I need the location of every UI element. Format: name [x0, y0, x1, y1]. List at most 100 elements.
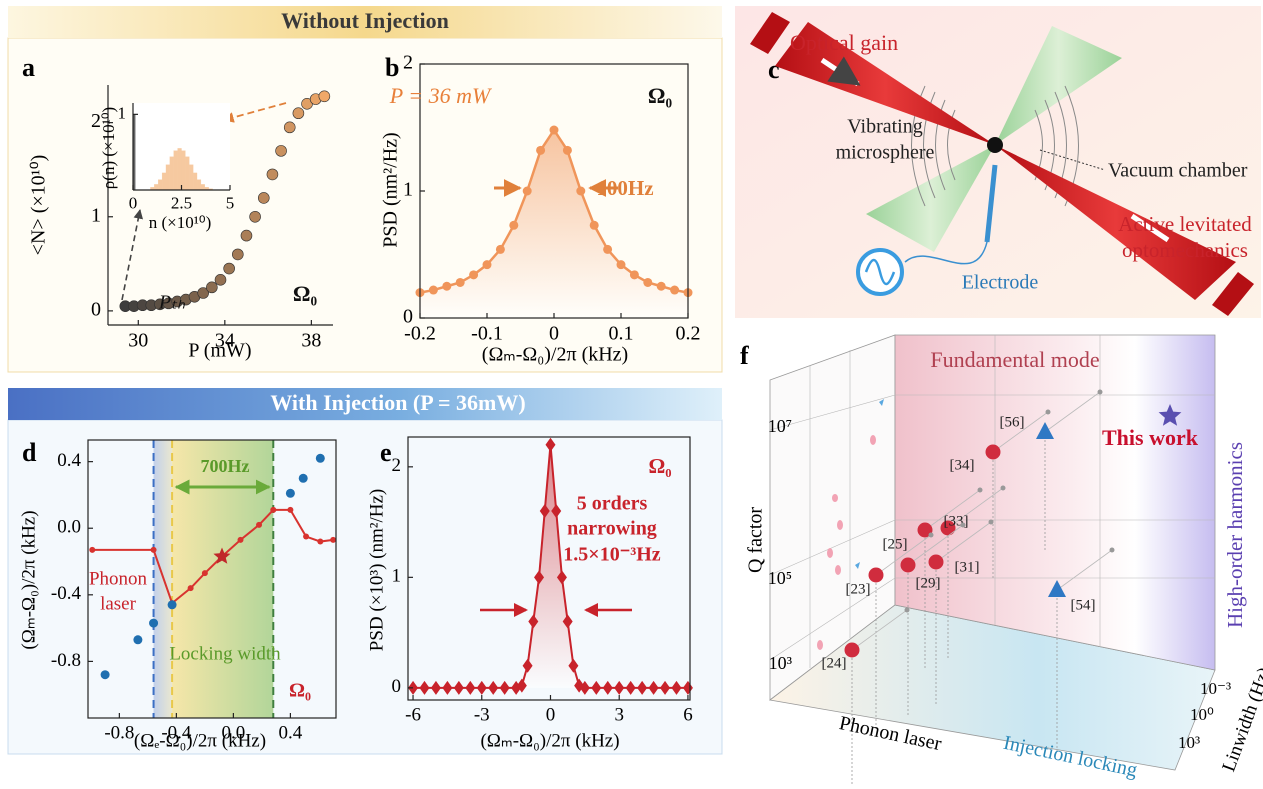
histogram-bar — [201, 184, 205, 190]
point — [469, 270, 478, 279]
point — [224, 263, 235, 274]
point-label: [54] — [1071, 597, 1096, 613]
point — [256, 522, 262, 528]
panel-label: b — [385, 53, 399, 82]
x-axis-label: (Ωₑ-Ω₀)/2π (kHz) — [134, 730, 266, 751]
point — [643, 278, 652, 287]
label: microsphere — [836, 142, 935, 164]
annotation: P = 36 mW — [389, 83, 492, 108]
point — [330, 537, 336, 543]
point — [232, 249, 243, 260]
tick-label: 10⁷ — [768, 416, 792, 436]
y-tick-label: -0.4 — [51, 583, 82, 604]
histogram-bar — [158, 180, 162, 190]
x-tick-label: 5 — [226, 193, 235, 212]
point — [590, 221, 599, 230]
annotation: Ω₀ — [293, 281, 318, 306]
panel-label: d — [22, 438, 37, 467]
annotation: Ω₀ — [289, 680, 311, 702]
x-tick-label: -3 — [474, 705, 490, 726]
projection-dot — [1046, 410, 1051, 415]
point — [202, 570, 208, 576]
annotation: Locking width — [169, 643, 281, 664]
point — [657, 282, 666, 291]
panel-label: c — [768, 55, 780, 84]
point — [149, 619, 158, 628]
point — [483, 260, 492, 269]
projection-dot — [989, 520, 994, 525]
microsphere — [987, 137, 1003, 153]
projection-dot — [929, 533, 934, 538]
projection-dot — [905, 608, 910, 613]
region-label: Fundamental mode — [930, 347, 1099, 372]
x-tick-label: 6 — [683, 705, 693, 726]
region-band — [172, 440, 273, 718]
point — [523, 187, 532, 196]
x-tick-label: -0.1 — [471, 323, 503, 345]
point-label: [33] — [944, 513, 969, 529]
point — [536, 146, 545, 155]
point — [550, 126, 559, 135]
point — [316, 454, 325, 463]
projection-dot — [1001, 486, 1006, 491]
label: Active levitated — [1118, 212, 1252, 236]
x-tick-label: -0.8 — [104, 723, 134, 744]
y-axis-label: <N> (×10¹⁰) — [28, 155, 50, 256]
annotation: Ω₀ — [648, 454, 671, 478]
x-axis-label: n (×10¹⁰) — [149, 213, 212, 232]
y-tick-label: -0.8 — [51, 650, 81, 671]
panel-label: e — [380, 438, 392, 467]
y-axis-label: (Ωₘ-Ω₀)/2π (kHz) — [18, 510, 39, 649]
point — [133, 635, 142, 644]
label: optomechanics — [1122, 238, 1248, 262]
annotation: 100Hz — [596, 176, 653, 200]
histogram-bar — [182, 151, 186, 190]
point — [986, 445, 1001, 460]
histogram-bar — [185, 157, 189, 190]
point — [869, 568, 884, 583]
x-tick-label: 38 — [301, 330, 321, 352]
projection-dot — [1110, 548, 1115, 553]
histogram-bar — [174, 151, 178, 190]
y-tick-label: 1 — [403, 179, 413, 201]
point — [299, 474, 308, 483]
histogram-bar — [170, 157, 174, 190]
point — [509, 221, 518, 230]
y-tick-label: 1 — [91, 204, 101, 226]
x-tick-label: -6 — [405, 705, 421, 726]
point — [456, 278, 465, 287]
x-tick-label: 0 — [549, 323, 559, 345]
annotation: Pₜₕ — [158, 292, 186, 314]
panel-f: f [56][34][33][25][31][29][23][54][24] F… — [740, 335, 1263, 784]
point — [319, 91, 330, 102]
y-tick-label: 0.0 — [57, 517, 81, 538]
point — [317, 539, 323, 545]
point-label: [34] — [950, 457, 975, 473]
x-tick-label: 0.2 — [676, 323, 701, 345]
figure: Without Injection With Injection (P = 36… — [0, 0, 1263, 784]
histogram-bar — [189, 165, 193, 190]
point — [89, 547, 95, 553]
point — [303, 534, 309, 540]
point — [188, 585, 194, 591]
tick-label: 10⁰ — [1190, 705, 1214, 724]
y-tick-label: 0 — [91, 298, 101, 320]
tick-label: 10³ — [769, 653, 793, 673]
y-axis-label: PSD (nm²/Hz) — [380, 132, 402, 247]
point — [258, 192, 269, 203]
point — [929, 555, 944, 570]
axis-label: Q factor — [745, 507, 767, 573]
annotation: 700Hz — [201, 456, 250, 476]
histogram-bar — [193, 173, 197, 190]
point-label: [23] — [846, 581, 871, 597]
x-tick-label: 0 — [546, 705, 556, 726]
point-label: [29] — [916, 575, 941, 591]
point — [496, 245, 505, 254]
header-title: Without Injection — [281, 8, 449, 33]
projection-dot — [978, 488, 983, 493]
label: Electrode — [962, 272, 1039, 294]
point — [241, 230, 252, 241]
point — [442, 282, 451, 291]
point — [901, 558, 916, 573]
y-tick-label: 0 — [403, 306, 413, 328]
